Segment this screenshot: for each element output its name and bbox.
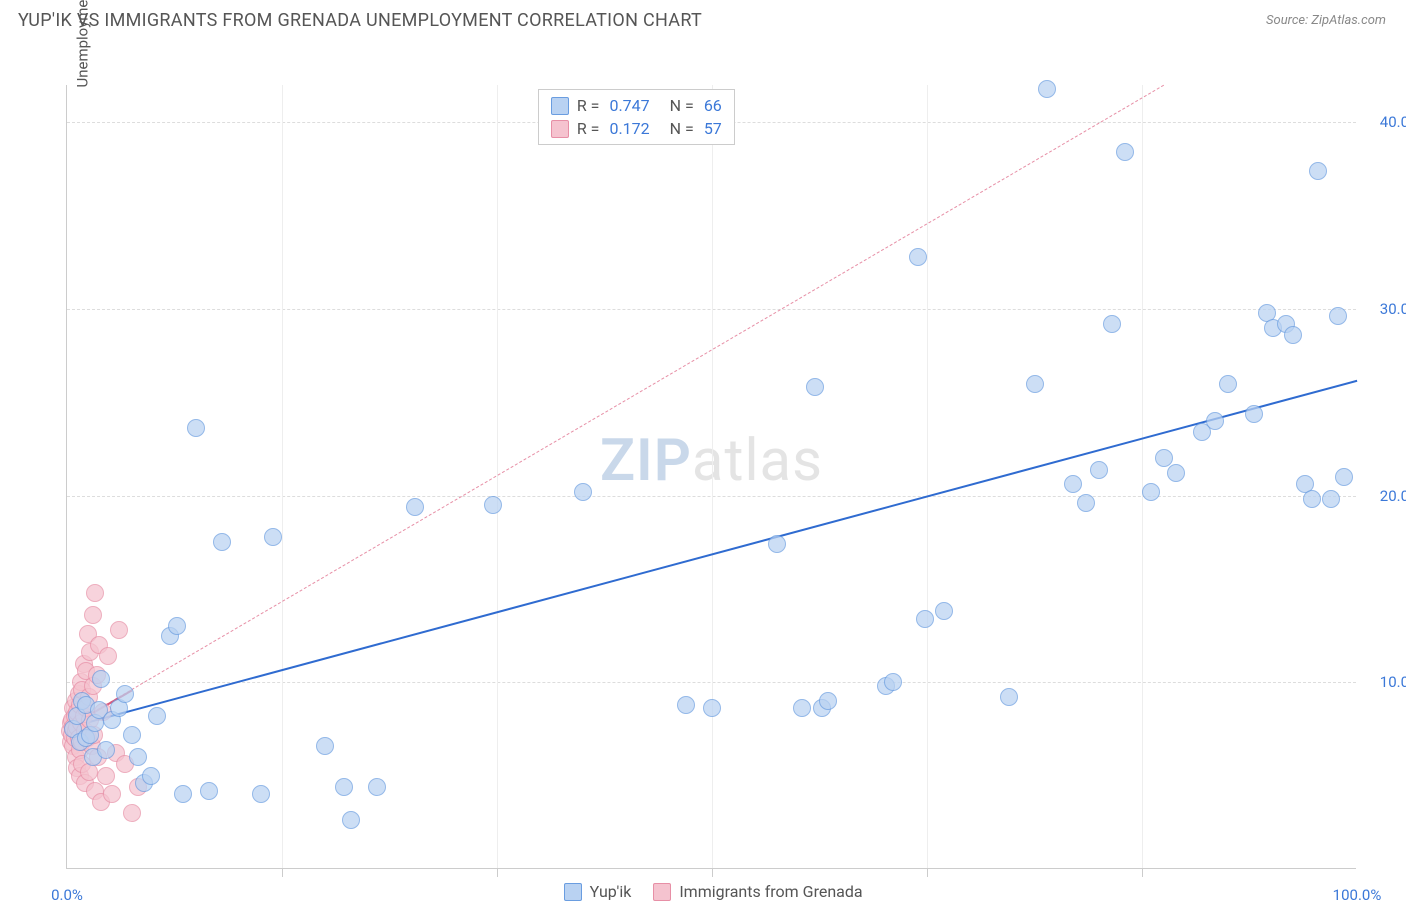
gridline-v (927, 85, 928, 868)
data-point (1206, 412, 1224, 430)
data-point (1309, 162, 1327, 180)
data-point (1155, 449, 1173, 467)
data-point (1329, 307, 1347, 325)
data-point (368, 778, 386, 796)
regression-line (67, 85, 1164, 728)
chart-source: Source: ZipAtlas.com (1266, 13, 1386, 28)
correlation-legend: R = 0.747 N = 66 R = 0.172 N = 57 (538, 89, 735, 145)
data-point (1303, 490, 1321, 508)
data-point (129, 748, 147, 766)
x-tick (712, 869, 713, 877)
data-point (116, 685, 134, 703)
data-point (574, 483, 592, 501)
data-point (793, 699, 811, 717)
y-tick-label: 40.0% (1380, 113, 1406, 131)
chart-title: YUP'IK VS IMMIGRANTS FROM GRENADA UNEMPL… (18, 10, 702, 31)
data-point (187, 419, 205, 437)
chart-header: YUP'IK VS IMMIGRANTS FROM GRENADA UNEMPL… (0, 0, 1406, 37)
x-tick (1142, 869, 1143, 877)
n-value: 57 (704, 119, 722, 138)
data-point (1038, 80, 1056, 98)
data-point (86, 584, 104, 602)
r-label: R = (577, 119, 600, 138)
data-point (884, 673, 902, 691)
r-value: 0.172 (609, 119, 649, 138)
data-point (123, 804, 141, 822)
data-point (703, 699, 721, 717)
n-value: 66 (704, 96, 722, 115)
plot-area: ZIPatlas 10.0%20.0%30.0%40.0%0.0%100.0%R… (66, 85, 1356, 869)
data-point (316, 737, 334, 755)
data-point (110, 621, 128, 639)
data-point (174, 785, 192, 803)
data-point (1322, 490, 1340, 508)
n-label: N = (670, 96, 694, 115)
x-tick (927, 869, 928, 877)
data-point (1103, 315, 1121, 333)
data-point (806, 378, 824, 396)
x-tick-label: 100.0% (1333, 886, 1382, 904)
r-value: 0.747 (609, 96, 649, 115)
gridline-v (1142, 85, 1143, 868)
data-point (84, 606, 102, 624)
gridline-v (712, 85, 713, 868)
y-tick-label: 30.0% (1380, 300, 1406, 318)
gridline-v (282, 85, 283, 868)
data-point (1116, 143, 1134, 161)
watermark-zip: ZIP (600, 427, 692, 495)
data-point (1335, 468, 1353, 486)
data-point (1142, 483, 1160, 501)
y-tick-label: 20.0% (1380, 487, 1406, 505)
data-point (99, 647, 117, 665)
data-point (406, 498, 424, 516)
data-point (1245, 405, 1263, 423)
data-point (252, 785, 270, 803)
data-point (168, 617, 186, 635)
data-point (342, 811, 360, 829)
legend-swatch (551, 97, 569, 115)
data-point (97, 741, 115, 759)
data-point (1090, 461, 1108, 479)
data-point (916, 610, 934, 628)
data-point (123, 726, 141, 744)
data-point (768, 535, 786, 553)
data-point (1026, 375, 1044, 393)
data-point (213, 533, 231, 551)
correlation-legend-row: R = 0.747 N = 66 (551, 94, 722, 117)
data-point (1284, 326, 1302, 344)
data-point (935, 602, 953, 620)
correlation-legend-row: R = 0.172 N = 57 (551, 117, 722, 140)
data-point (819, 692, 837, 710)
data-point (335, 778, 353, 796)
r-label: R = (577, 96, 600, 115)
data-point (97, 767, 115, 785)
data-point (200, 782, 218, 800)
data-point (484, 496, 502, 514)
data-point (1064, 475, 1082, 493)
x-tick (497, 869, 498, 877)
y-axis-label: Unemployment (74, 0, 92, 88)
x-tick-label: 0.0% (51, 886, 83, 904)
data-point (103, 785, 121, 803)
y-tick-label: 10.0% (1380, 673, 1406, 691)
x-tick (282, 869, 283, 877)
data-point (1167, 464, 1185, 482)
data-point (142, 767, 160, 785)
data-point (148, 707, 166, 725)
data-point (1219, 375, 1237, 393)
data-point (909, 248, 927, 266)
n-label: N = (670, 119, 694, 138)
data-point (92, 670, 110, 688)
legend-swatch (551, 120, 569, 138)
data-point (1077, 494, 1095, 512)
data-point (677, 696, 695, 714)
data-point (264, 528, 282, 546)
gridline-v (497, 85, 498, 868)
data-point (1000, 688, 1018, 706)
